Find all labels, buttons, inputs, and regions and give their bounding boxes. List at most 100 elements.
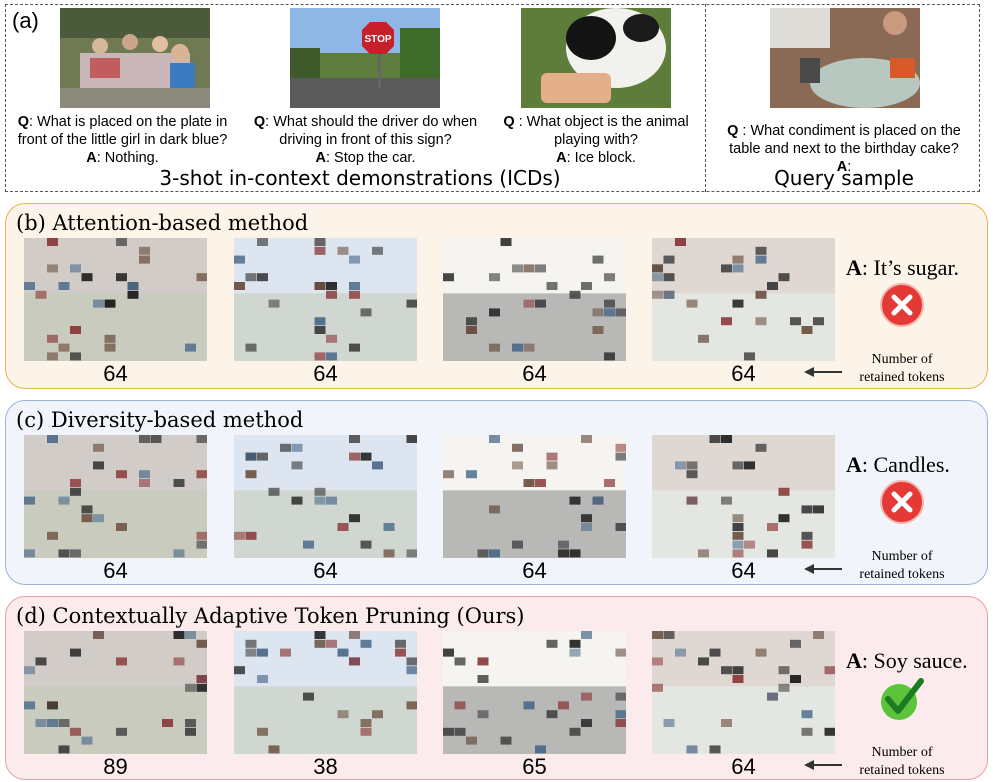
retained-token xyxy=(196,470,207,479)
retained-token xyxy=(558,540,569,549)
retained-token xyxy=(173,479,185,487)
retained-token xyxy=(58,282,70,290)
retained-token xyxy=(686,461,698,470)
retained-token xyxy=(70,549,81,558)
retained-token xyxy=(466,317,477,326)
retained-token xyxy=(652,657,663,666)
retained-token xyxy=(35,290,47,299)
demo-qa-3: Q : What object is the animal playing wi… xyxy=(486,113,706,167)
retained-token xyxy=(790,317,801,326)
demo-a-text: : Ice block. xyxy=(566,150,636,166)
retained-token xyxy=(489,308,500,317)
pruned-image-table xyxy=(652,631,835,754)
retained-token xyxy=(801,727,813,736)
retained-token xyxy=(116,470,127,479)
retained-token xyxy=(721,496,732,505)
retained-token xyxy=(245,648,257,657)
retained-token xyxy=(245,273,257,282)
retained-token xyxy=(732,523,744,531)
retained-token xyxy=(139,246,150,255)
retained-token xyxy=(47,531,58,540)
demo-q-prefix: Q xyxy=(17,114,29,130)
retained-token xyxy=(755,317,767,326)
pointer-arrow-head-icon xyxy=(804,564,814,574)
retained-token xyxy=(454,657,466,666)
retained-token xyxy=(173,631,185,639)
retained-token xyxy=(477,710,489,719)
retained-token xyxy=(652,273,663,282)
retained-token xyxy=(303,540,314,549)
demo-image-stop-sign: STOP xyxy=(290,8,440,108)
retained-tokens-note: Number of retained tokens xyxy=(843,744,961,780)
retained-token xyxy=(35,657,47,666)
pruned-image-panda xyxy=(443,238,626,361)
retained-token xyxy=(581,692,592,701)
retained-token xyxy=(558,701,569,710)
retained-token xyxy=(767,523,778,531)
answer-text: : Soy sauce. xyxy=(861,648,968,673)
answer-prefix: A xyxy=(846,452,862,477)
retained-token xyxy=(257,727,268,736)
retained-token xyxy=(314,238,326,246)
retained-token xyxy=(686,496,698,505)
retained-token xyxy=(512,540,523,549)
retained-token xyxy=(326,334,337,343)
retained-token xyxy=(349,290,360,299)
retained-token xyxy=(443,470,454,479)
retained-token xyxy=(581,631,592,639)
retained-token xyxy=(523,343,535,352)
pruned-image-stop-sign xyxy=(234,435,417,558)
retained-token xyxy=(615,710,626,719)
retained-token xyxy=(778,683,790,692)
retained-token xyxy=(477,657,489,666)
retained-token xyxy=(477,549,489,558)
retained-token xyxy=(721,317,732,326)
retained-token xyxy=(245,639,257,648)
demo-a-text: : Stop the car. xyxy=(326,150,416,166)
retained-token xyxy=(569,639,581,648)
retained-token xyxy=(406,701,417,710)
token-count: 65 xyxy=(522,754,547,779)
retained-token xyxy=(592,308,604,317)
retained-token xyxy=(360,719,372,727)
retained-token xyxy=(139,255,150,264)
retained-token xyxy=(443,273,454,282)
retained-token xyxy=(698,549,709,558)
retained-token xyxy=(245,470,257,479)
retained-token xyxy=(372,246,383,255)
correct-check-icon xyxy=(881,678,924,720)
demo-q-line2: playing with? xyxy=(554,132,638,148)
retained-token xyxy=(709,745,721,754)
retained-token xyxy=(535,745,546,754)
retained-token xyxy=(581,282,592,290)
retained-token xyxy=(127,282,139,290)
retained-token xyxy=(349,282,360,290)
retained-token xyxy=(47,334,58,343)
retained-token xyxy=(139,470,150,479)
retained-token xyxy=(523,264,535,273)
retained-token xyxy=(337,246,349,255)
query-a-prefix: A xyxy=(836,159,848,175)
note-line2: retained tokens xyxy=(859,763,945,778)
retained-token xyxy=(257,273,268,282)
retained-token xyxy=(314,326,326,334)
retained-token xyxy=(349,255,360,264)
retained-token xyxy=(581,514,592,523)
retained-token xyxy=(732,461,744,470)
retained-token xyxy=(314,487,326,496)
demo-image-dining xyxy=(60,8,210,108)
retained-token xyxy=(801,326,813,334)
retained-token xyxy=(70,326,81,334)
note-line2: retained tokens xyxy=(859,370,945,385)
retained-token xyxy=(257,648,268,657)
retained-token xyxy=(245,531,257,540)
retained-token xyxy=(104,299,116,308)
retained-token xyxy=(512,343,523,352)
retained-token xyxy=(489,505,500,514)
retained-token xyxy=(732,549,744,558)
demo-qa-1: Q: What is placed on the plate in front … xyxy=(0,113,245,167)
retained-token xyxy=(755,246,767,255)
retained-token xyxy=(326,290,337,299)
pointer-arrow-head-icon xyxy=(804,367,814,377)
demo-a-prefix: A xyxy=(86,150,97,166)
